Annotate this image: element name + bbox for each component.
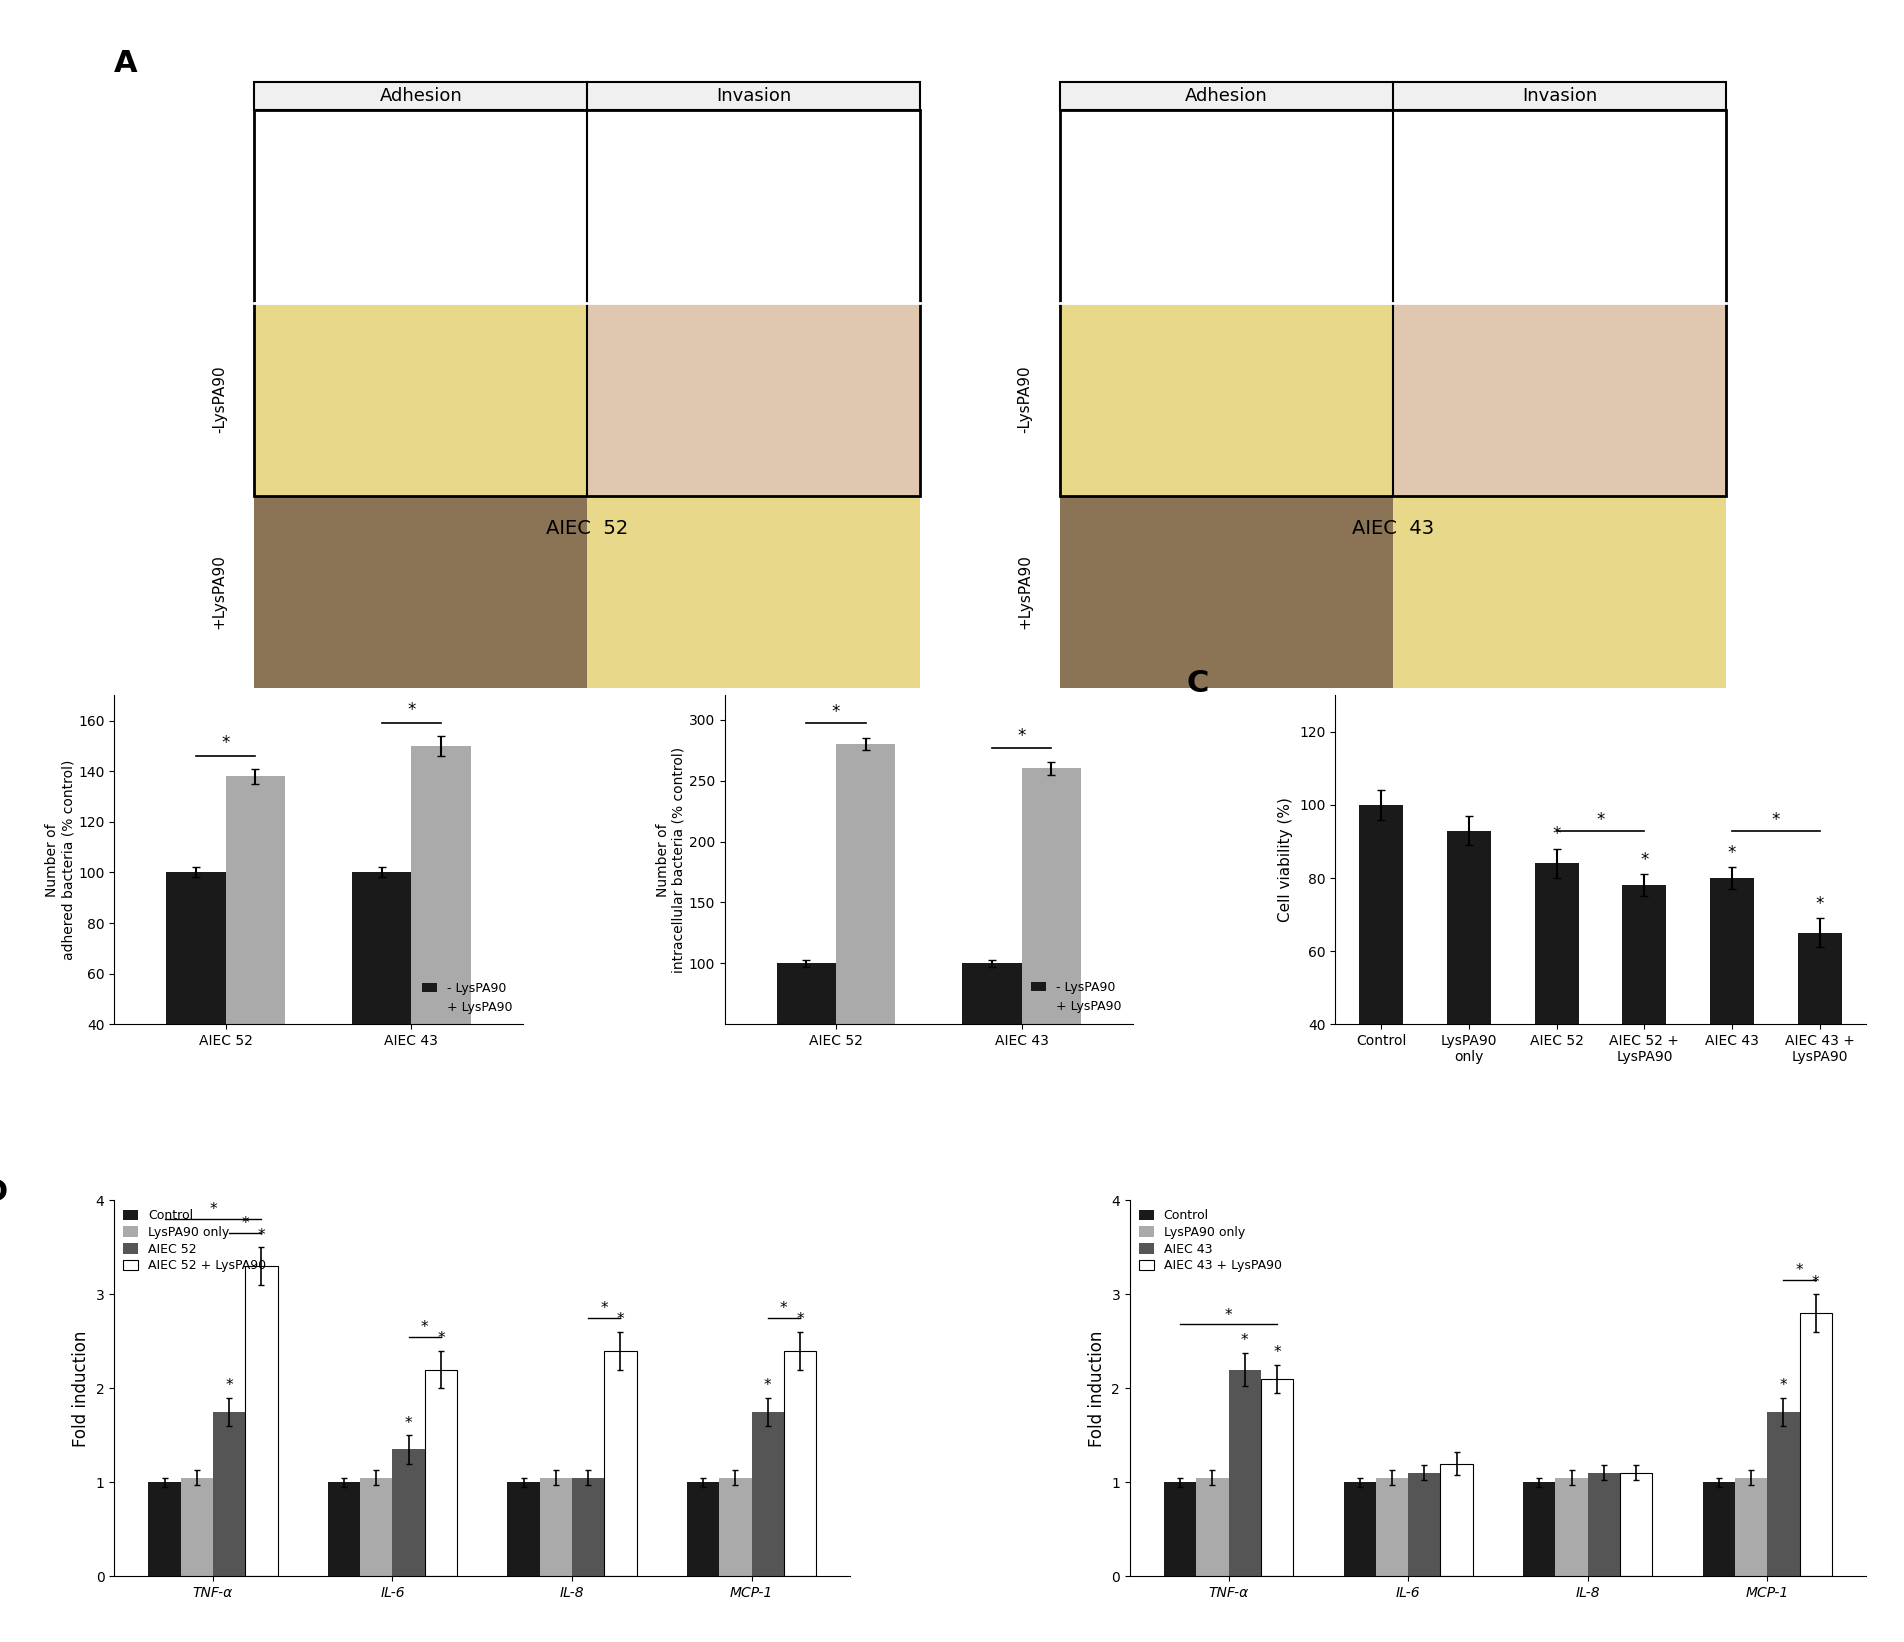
Bar: [752, 1412, 784, 1576]
Bar: [1196, 1478, 1228, 1576]
Text: *: *: [1224, 1307, 1232, 1322]
Text: *: *: [407, 701, 415, 719]
Text: *: *: [221, 734, 230, 752]
Bar: [1620, 1473, 1653, 1576]
Bar: [506, 1483, 539, 1576]
Legend: - LysPA90, + LysPA90: - LysPA90, + LysPA90: [1026, 975, 1127, 1018]
Bar: [1447, 831, 1491, 1171]
Bar: [1441, 1463, 1474, 1576]
Text: +LysPA90: +LysPA90: [211, 555, 227, 629]
Y-axis label: Number of
intracellular bacteria (% control): Number of intracellular bacteria (% cont…: [655, 747, 685, 972]
Text: *: *: [600, 1300, 607, 1315]
Legend: - LysPA90, + LysPA90: - LysPA90, + LysPA90: [419, 979, 516, 1018]
Text: *: *: [1795, 1263, 1803, 1279]
Text: *: *: [242, 1217, 249, 1232]
Text: *: *: [1780, 1378, 1788, 1392]
Text: *: *: [1729, 844, 1736, 862]
Bar: [1710, 878, 1754, 1171]
Text: *: *: [1241, 1333, 1249, 1348]
Text: *: *: [832, 703, 840, 721]
Legend: Control, LysPA90 only, AIEC 52, AIEC 52 + LysPA90: Control, LysPA90 only, AIEC 52, AIEC 52 …: [120, 1207, 268, 1274]
Text: +LysPA90: +LysPA90: [1017, 555, 1032, 629]
Text: *: *: [1813, 1274, 1820, 1289]
Text: D: D: [0, 1177, 8, 1207]
Bar: [1556, 1478, 1588, 1576]
Text: *: *: [796, 1312, 803, 1327]
Bar: [411, 745, 470, 1125]
Bar: [1022, 768, 1081, 1085]
Text: *: *: [764, 1378, 771, 1392]
Bar: [1260, 1379, 1293, 1576]
Bar: [425, 1369, 457, 1576]
Bar: [1523, 1483, 1556, 1576]
Text: Adhesion: Adhesion: [1184, 87, 1268, 105]
Bar: [777, 964, 836, 1085]
Text: *: *: [1017, 727, 1026, 745]
Text: *: *: [225, 1378, 232, 1392]
Bar: [836, 744, 895, 1085]
Text: Invasion: Invasion: [1521, 87, 1597, 105]
Y-axis label: Cell viability (%): Cell viability (%): [1278, 798, 1293, 923]
Text: *: *: [1274, 1345, 1281, 1360]
Text: -LysPA90: -LysPA90: [211, 366, 227, 433]
Bar: [604, 1351, 636, 1576]
Bar: [1228, 1369, 1260, 1576]
Legend: Control, LysPA90 only, AIEC 43, AIEC 43 + LysPA90: Control, LysPA90 only, AIEC 43, AIEC 43 …: [1137, 1207, 1283, 1274]
Bar: [166, 872, 225, 1125]
Text: *: *: [1816, 895, 1824, 913]
Bar: [687, 1483, 720, 1576]
Bar: [720, 1478, 752, 1576]
Bar: [571, 1478, 604, 1576]
Text: AIEC  52: AIEC 52: [546, 519, 628, 539]
Text: AIEC  43: AIEC 43: [1352, 519, 1434, 539]
Text: -LysPA90: -LysPA90: [1017, 366, 1032, 433]
Bar: [181, 1478, 213, 1576]
Bar: [1409, 1473, 1441, 1576]
Y-axis label: Fold induction: Fold induction: [1087, 1330, 1106, 1447]
Bar: [784, 1351, 817, 1576]
Bar: [1799, 1314, 1832, 1576]
Text: *: *: [209, 1202, 217, 1217]
Text: *: *: [781, 1300, 788, 1315]
Text: A: A: [114, 49, 137, 79]
Bar: [962, 964, 1022, 1085]
Bar: [1163, 1483, 1196, 1576]
Y-axis label: Number of
adhered bacteria (% control): Number of adhered bacteria (% control): [46, 760, 76, 961]
Bar: [1702, 1483, 1735, 1576]
Y-axis label: Fold induction: Fold induction: [72, 1330, 89, 1447]
Bar: [246, 1266, 278, 1576]
Bar: [1588, 1473, 1620, 1576]
Bar: [1797, 933, 1841, 1171]
Bar: [539, 1478, 571, 1576]
Bar: [1359, 805, 1403, 1171]
Text: C: C: [1186, 668, 1209, 698]
Bar: [352, 872, 411, 1125]
Bar: [1622, 885, 1666, 1171]
Text: Adhesion: Adhesion: [379, 87, 463, 105]
Bar: [255, 82, 920, 110]
Text: *: *: [421, 1320, 428, 1335]
Bar: [1735, 1478, 1767, 1576]
Bar: [225, 777, 286, 1125]
Bar: [213, 1412, 246, 1576]
Text: *: *: [1552, 826, 1561, 844]
Text: *: *: [1639, 851, 1649, 869]
Text: *: *: [257, 1228, 265, 1243]
Bar: [327, 1483, 360, 1576]
Text: *: *: [1773, 811, 1780, 829]
Text: *: *: [438, 1332, 446, 1346]
Text: *: *: [617, 1312, 625, 1327]
Bar: [1535, 864, 1578, 1171]
Text: *: *: [1596, 811, 1605, 829]
Text: Invasion: Invasion: [716, 87, 792, 105]
Bar: [360, 1478, 392, 1576]
Bar: [149, 1483, 181, 1576]
Bar: [392, 1450, 425, 1576]
Bar: [1767, 1412, 1799, 1576]
Bar: [1377, 1478, 1409, 1576]
Bar: [1344, 1483, 1377, 1576]
Bar: [1061, 82, 1725, 110]
Text: *: *: [406, 1415, 413, 1430]
